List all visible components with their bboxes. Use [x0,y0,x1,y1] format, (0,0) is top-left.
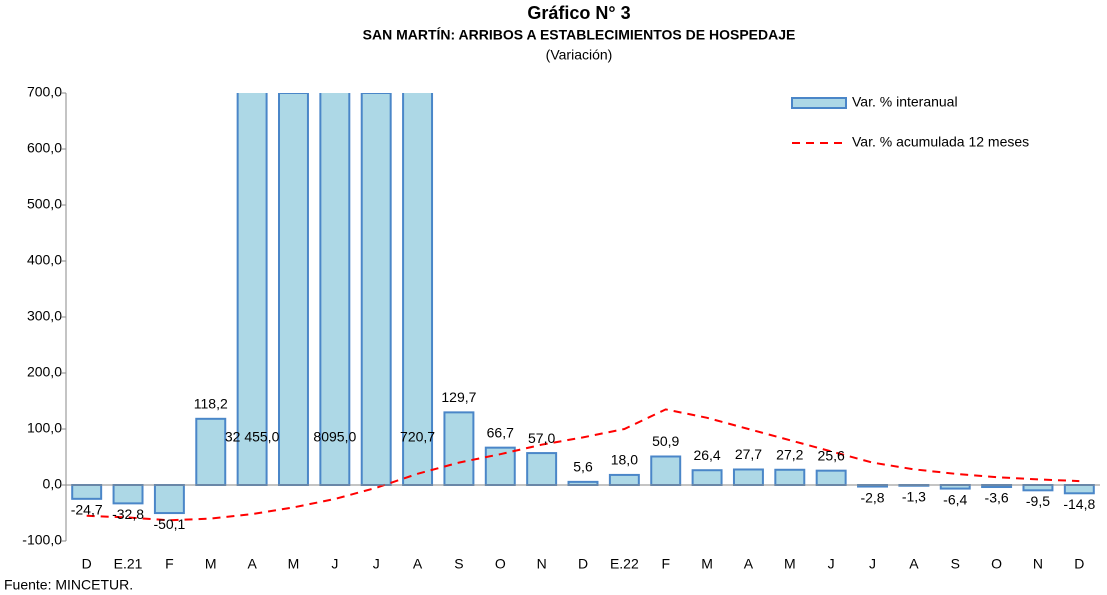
bar [443,411,475,487]
data-label: 18,0 [611,452,638,468]
data-label: -6,4 [943,491,967,507]
x-tick-label: J [373,556,380,572]
legend-label: Var. % acumulada 12 meses [852,134,1029,150]
bar [650,455,682,487]
x-tick-label: A [247,556,257,572]
x-tick-label: M [288,556,300,572]
data-label: -9,5 [1026,493,1050,509]
y-tick-label: -100,0 [22,532,62,548]
data-label: -32,8 [112,506,144,522]
y-tick-label: 500,0 [27,196,62,212]
y-tick-label: 0,0 [43,476,63,492]
x-tick-label: S [454,556,463,572]
bar [319,93,351,487]
bar [939,484,971,490]
bar [360,93,392,486]
y-tick-label: 300,0 [27,308,62,324]
x-tick-label: S [951,556,960,572]
data-label: 26,4 [693,447,720,463]
y-tick-label: 100,0 [27,420,62,436]
x-tick-label: F [165,556,174,572]
bar [153,484,185,515]
x-tick-label: J [869,556,876,572]
x-tick-label: E.22 [610,556,639,572]
x-tick-label: O [495,556,506,572]
data-label: 27,7 [735,446,762,462]
bar [1022,484,1054,492]
data-label: 66,7 [487,424,514,440]
data-label: 32 455,0 [225,429,280,445]
bar [278,93,309,486]
legend-swatch [791,97,847,109]
x-tick-label: E.21 [114,556,143,572]
y-tick-label: 600,0 [27,140,62,156]
chart-title: Gráfico N° 3 [527,3,630,23]
bar [195,417,227,487]
x-tick-label: J [331,556,338,572]
bar [112,484,144,505]
data-label: -3,6 [985,490,1009,506]
bar [732,468,764,487]
data-label: -50,1 [153,516,185,532]
x-tick-label: N [1033,556,1043,572]
data-label: 720,7 [400,429,435,445]
chart-subtitle: SAN MARTÍN: ARRIBOS A ESTABLECIMIENTOS D… [363,27,796,43]
bar [691,469,723,487]
bar [608,473,640,487]
bar [774,468,806,487]
x-tick-label: F [661,556,670,572]
x-tick-label: J [828,556,835,572]
data-label: 5,6 [573,459,593,475]
plot-area [71,93,1095,522]
data-label: -1,3 [902,488,926,504]
x-tick-label: D [1074,556,1084,572]
source: Fuente: MINCETUR. [4,577,133,593]
data-label: -14,8 [1063,496,1095,512]
bar [402,93,434,487]
x-tick-label: D [578,556,588,572]
x-tick-label: M [784,556,796,572]
data-label: 57,0 [528,430,555,446]
y-tick-label: 700,0 [27,84,62,100]
x-tick-label: N [537,556,547,572]
x-tick-label: A [909,556,919,572]
y-tick-label: 200,0 [27,364,62,380]
data-label: 27,2 [776,446,803,462]
data-label: -24,7 [71,502,103,518]
bar [71,484,103,500]
data-label: 118,2 [194,396,228,412]
data-label: 129,7 [441,389,476,405]
x-tick-label: A [744,556,754,572]
data-label: 25,6 [818,447,845,463]
x-tick-label: M [205,556,217,572]
bar [526,452,558,486]
x-tick-label: A [413,556,423,572]
bar [236,93,268,486]
data-label: 8095,0 [313,429,356,445]
bar [1063,484,1095,495]
legend-label: Var. % interanual [852,94,958,110]
chart-note: (Variación) [546,47,613,63]
data-label: -2,8 [860,489,884,505]
x-tick-label: O [991,556,1002,572]
x-tick-label: M [701,556,713,572]
x-tick-label: D [82,556,92,572]
y-tick-label: 400,0 [27,252,62,268]
line [86,408,1080,522]
data-label: 50,9 [652,433,679,449]
bar [815,469,847,487]
